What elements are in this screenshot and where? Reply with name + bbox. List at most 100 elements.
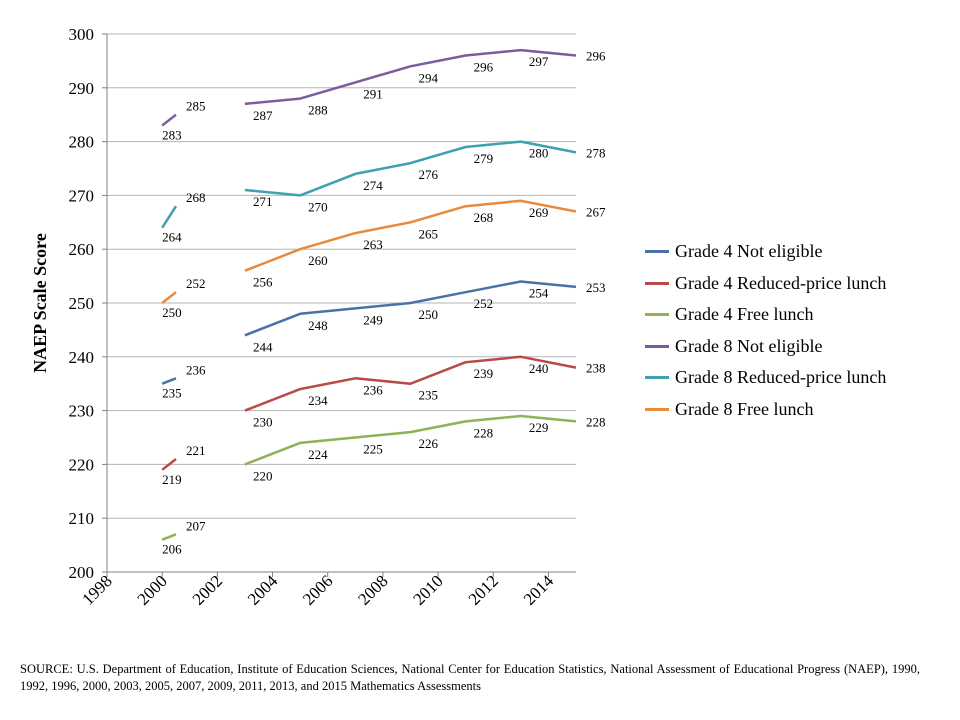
series-line [244, 199, 577, 272]
series-line [161, 377, 177, 385]
x-tick-label: 2000 [134, 571, 171, 608]
data-label: 240 [529, 361, 549, 376]
series-line [161, 291, 177, 304]
data-label: 278 [586, 145, 606, 160]
legend-label: Grade 4 Free lunch [675, 304, 814, 325]
legend-item: Grade 8 Not eligible [645, 331, 886, 363]
data-label: 287 [253, 108, 273, 123]
legend-label: Grade 8 Free lunch [675, 398, 814, 419]
data-label: 249 [363, 312, 383, 327]
legend-swatch [645, 250, 669, 254]
data-label: 274 [363, 178, 383, 193]
x-tick-label: 2002 [189, 571, 226, 608]
x-tick-label: 2008 [354, 571, 391, 608]
data-label: 220 [253, 468, 272, 483]
data-label: 238 [586, 361, 606, 376]
data-label: 228 [474, 425, 494, 440]
legend: Grade 4 Not eligible Grade 4 Reduced-pric… [645, 236, 886, 425]
data-label: 248 [308, 318, 328, 333]
data-label: 285 [186, 99, 206, 114]
x-tick-label: 2014 [520, 571, 558, 609]
data-label: 279 [474, 151, 494, 166]
data-label: 236 [186, 362, 206, 377]
legend-swatch [645, 313, 669, 317]
x-tick-label: 2012 [465, 571, 502, 608]
data-label: 219 [162, 472, 182, 487]
data-label: 294 [418, 70, 438, 85]
series-line [161, 458, 177, 471]
data-label: 280 [529, 146, 549, 161]
data-label: 268 [474, 210, 494, 225]
data-label: 254 [529, 285, 549, 300]
data-label: 267 [586, 205, 606, 220]
x-tick-label: 2010 [409, 571, 446, 608]
legend-swatch [645, 407, 669, 411]
data-label: 283 [162, 127, 182, 142]
y-tick-label: 290 [69, 79, 95, 98]
data-label: 235 [162, 386, 182, 401]
series-line [161, 205, 178, 229]
data-label: 264 [162, 230, 182, 245]
data-label: 244 [253, 339, 273, 354]
data-label: 268 [186, 190, 206, 205]
legend-item: Grade 4 Not eligible [645, 236, 886, 268]
data-label: 224 [308, 447, 328, 462]
series-line [161, 113, 177, 127]
data-labels: 235 236 244 248 249 250 252 254 253 219 221 230 234 2… [162, 49, 606, 557]
data-label: 250 [418, 307, 438, 322]
series-line [244, 280, 577, 337]
data-label: 256 [253, 275, 273, 290]
data-label: 276 [418, 167, 438, 182]
y-tick-label: 240 [69, 348, 95, 367]
data-label: 225 [363, 442, 383, 457]
data-label: 296 [474, 60, 494, 75]
legend-label: Grade 8 Not eligible [675, 335, 823, 356]
data-label: 271 [253, 194, 272, 209]
legend-swatch [645, 344, 669, 348]
y-tick-label: 300 [69, 25, 95, 44]
y-tick-label: 260 [69, 240, 95, 259]
data-label: 228 [586, 414, 606, 429]
data-label: 263 [363, 237, 383, 252]
data-label: 234 [308, 393, 328, 408]
y-tick-label: 230 [69, 402, 95, 421]
data-label: 296 [586, 49, 606, 64]
series-line [161, 533, 177, 541]
y-tick-label: 280 [69, 133, 95, 152]
data-label: 229 [529, 420, 549, 435]
gridlines [107, 33, 576, 519]
source-note: SOURCE: U.S. Department of Education, In… [20, 662, 920, 693]
y-tick-label: 270 [69, 186, 95, 205]
legend-item: Grade 4 Free lunch [645, 299, 886, 331]
legend-label: Grade 4 Reduced-price lunch [675, 272, 887, 293]
data-label: 265 [418, 226, 438, 241]
data-label: 235 [418, 388, 438, 403]
data-label: 297 [529, 54, 549, 69]
legend-item: Grade 8 Free lunch [645, 394, 886, 426]
data-label: 260 [308, 253, 328, 268]
series-line [244, 414, 577, 466]
data-label: 221 [186, 443, 206, 458]
data-label: 269 [529, 205, 549, 220]
legend-item: Grade 8 Reduced-price lunch [645, 362, 886, 394]
legend-item: Grade 4 Reduced-price lunch [645, 268, 886, 300]
y-tick-label: 210 [69, 509, 95, 528]
data-label: 252 [474, 296, 494, 311]
data-label: 288 [308, 103, 328, 118]
y-tick-label: 250 [69, 294, 95, 313]
series-lines [161, 48, 577, 541]
y-axis-label: NAEP Scale Score [30, 233, 50, 373]
data-label: 236 [363, 382, 383, 397]
legend-label: Grade 8 Reduced-price lunch [675, 367, 887, 388]
data-label: 206 [162, 542, 182, 557]
legend-swatch [645, 376, 669, 380]
data-label: 239 [474, 366, 494, 381]
data-label: 207 [186, 518, 206, 533]
data-label: 230 [253, 415, 272, 430]
y-tick-label: 200 [69, 563, 95, 582]
series-line [244, 48, 577, 106]
y-tick-label: 220 [69, 455, 95, 474]
data-label: 291 [363, 86, 383, 101]
series-line [244, 140, 577, 197]
